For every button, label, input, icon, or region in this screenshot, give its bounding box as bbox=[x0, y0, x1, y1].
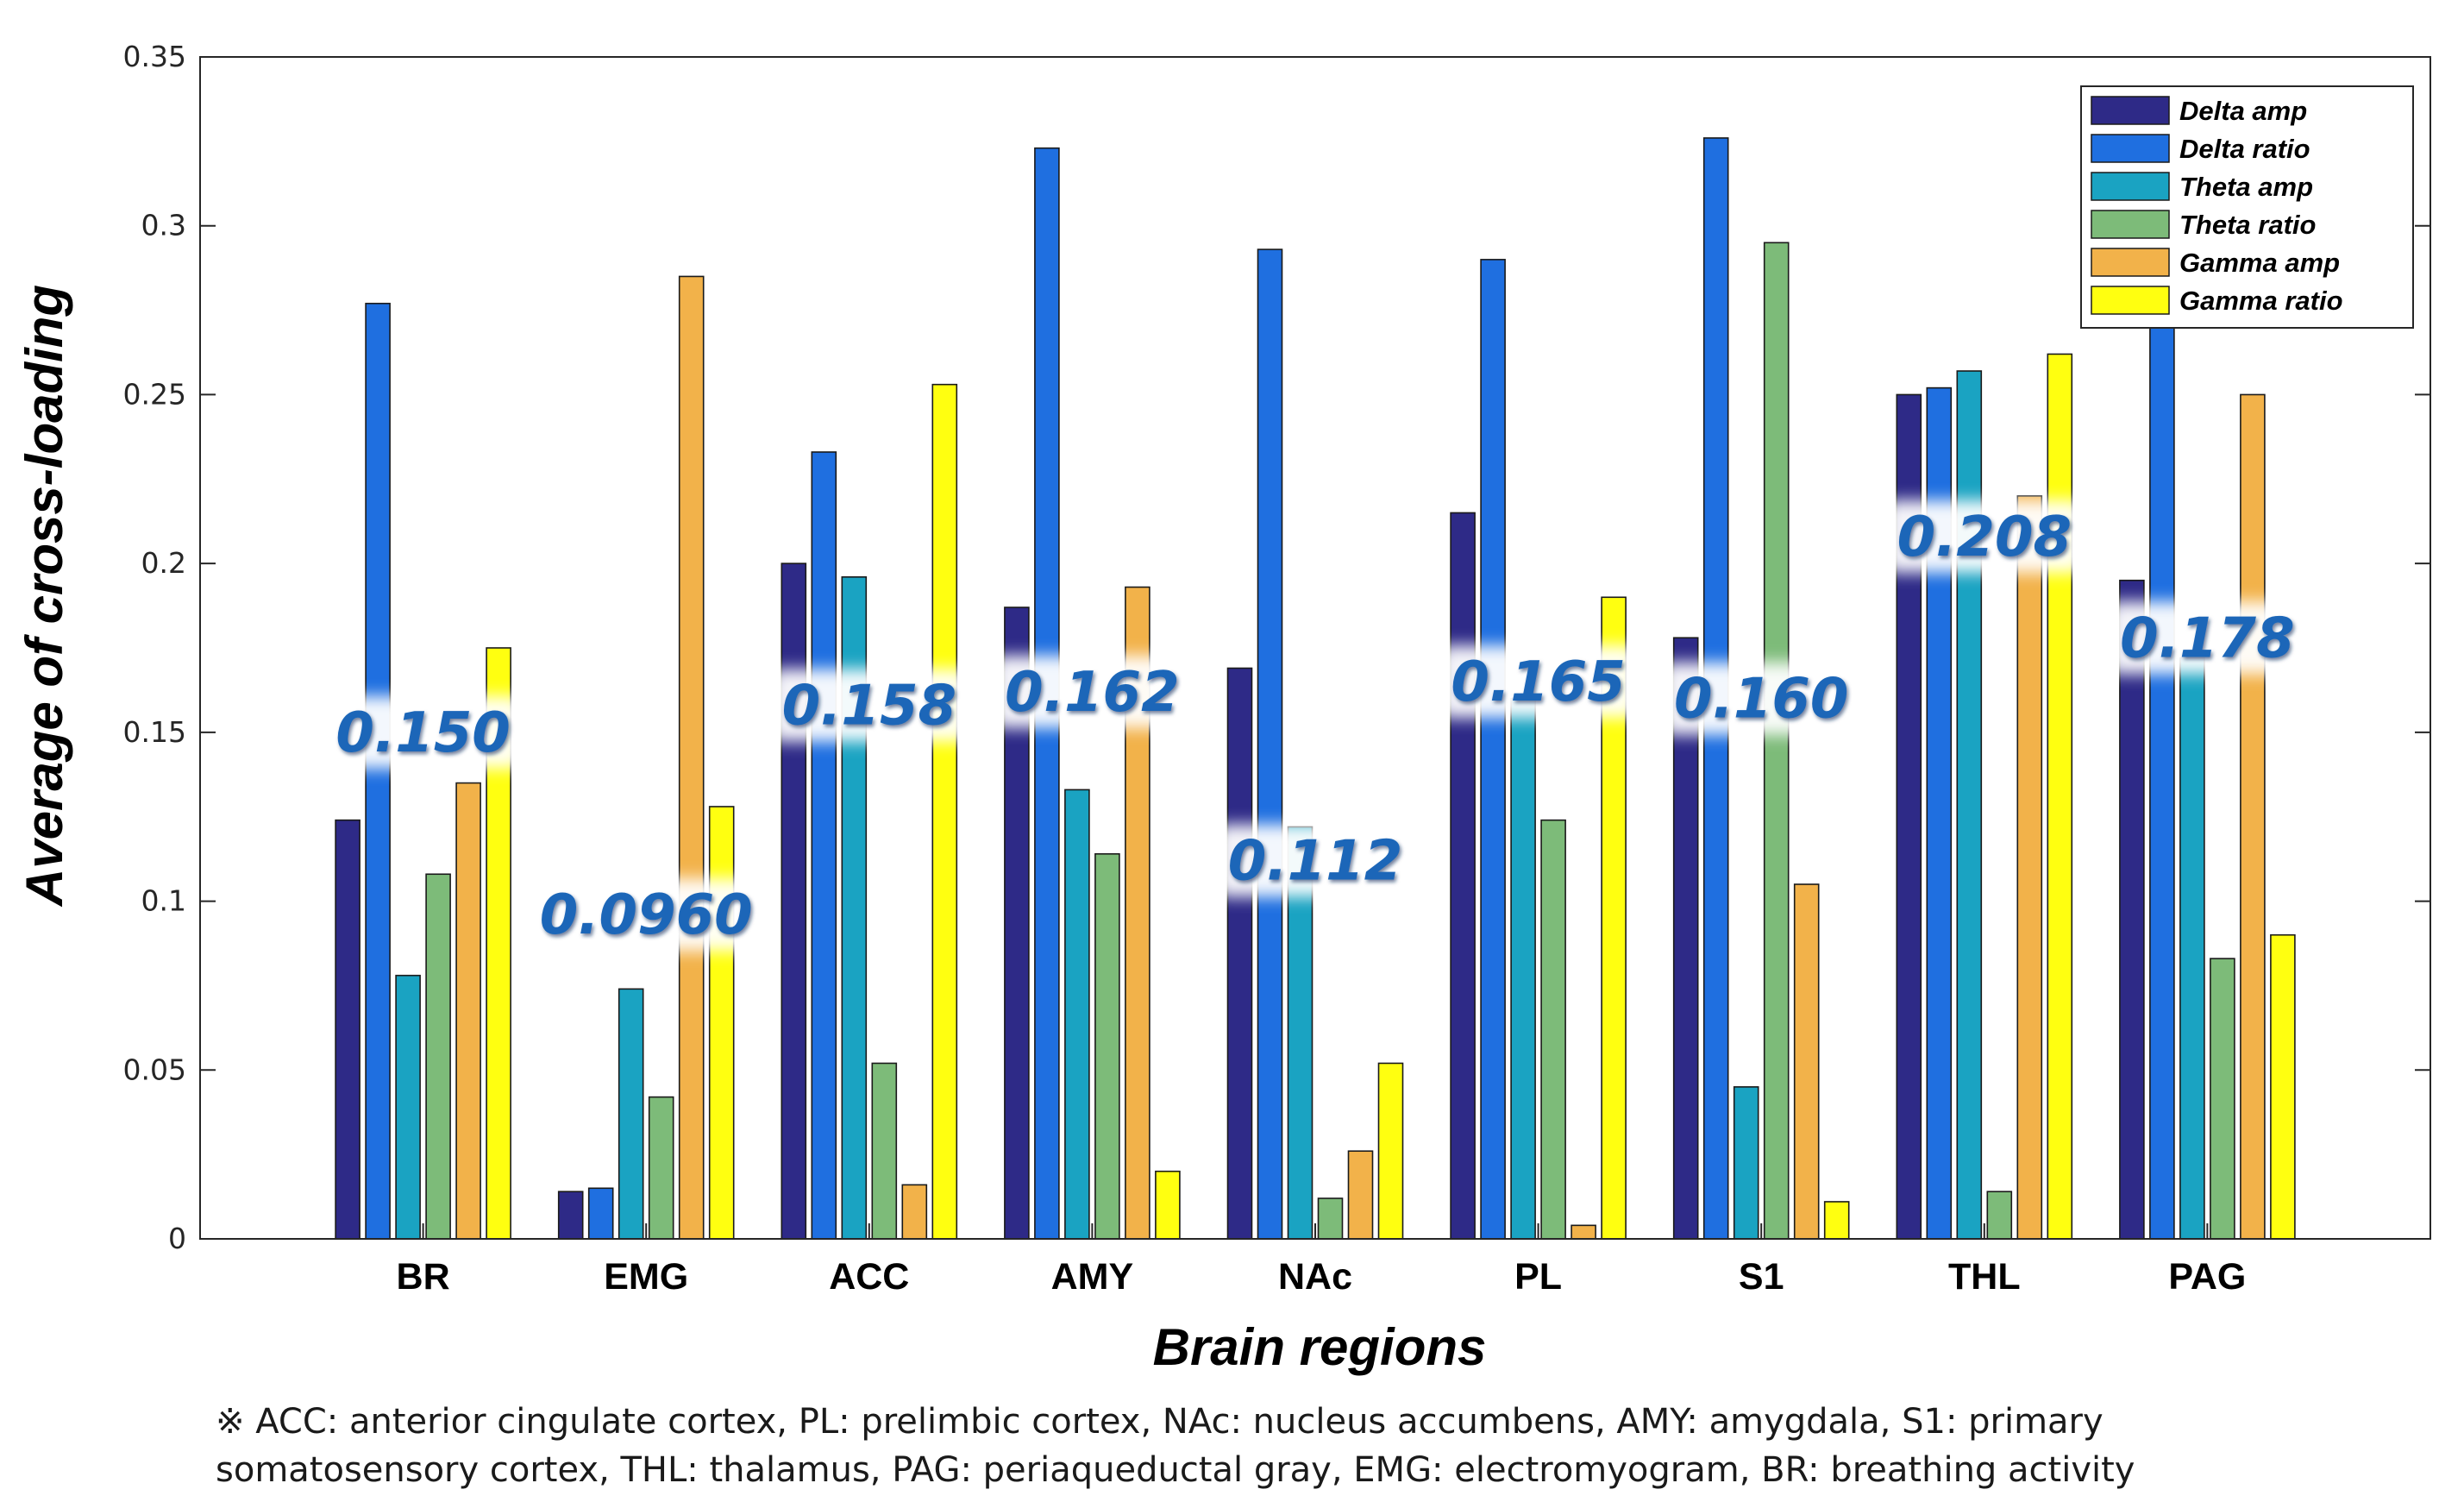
bar-br-delta-amp bbox=[335, 819, 361, 1240]
legend-entry: Theta ratio bbox=[2179, 210, 2316, 240]
bar-s1-theta-ratio bbox=[1763, 242, 1790, 1240]
y-tick-label: 0.25 bbox=[123, 377, 186, 411]
average-label-br: 0.150 bbox=[335, 701, 510, 765]
bar-pl-gamma-amp bbox=[1571, 1224, 1596, 1240]
average-label-pl: 0.165 bbox=[1451, 650, 1625, 714]
bar-acc-delta-ratio bbox=[811, 451, 837, 1240]
average-label-acc: 0.158 bbox=[782, 675, 956, 738]
bar-thl-gamma-ratio bbox=[2047, 353, 2073, 1240]
average-label-nac: 0.112 bbox=[1228, 830, 1402, 894]
bar-emg-delta-amp bbox=[557, 1191, 584, 1240]
x-tick-label: EMG bbox=[604, 1256, 688, 1298]
y-tick-label: 0.05 bbox=[123, 1053, 186, 1086]
legend-entry: Gamma ratio bbox=[2179, 286, 2343, 316]
bar-thl-gamma-amp bbox=[2016, 495, 2043, 1240]
y-tick-label: 0.15 bbox=[123, 715, 186, 749]
x-tick-label: NAc bbox=[1278, 1256, 1352, 1298]
footnote-line-1: ※ ACC: anterior cingulate cortex, PL: pr… bbox=[216, 1402, 2103, 1442]
legend-swatch bbox=[2091, 210, 2170, 239]
y-axis-title: Average of cross-loading bbox=[16, 285, 73, 908]
footnote: ※ ACC: anterior cingulate cortex, PL: pr… bbox=[216, 1398, 2372, 1494]
legend-swatch bbox=[2091, 286, 2170, 315]
x-tick-label: ACC bbox=[829, 1256, 909, 1298]
average-label-backdrop bbox=[1662, 662, 1861, 735]
bar-s1-gamma-ratio bbox=[1823, 1201, 1850, 1240]
bar-nac-theta-ratio bbox=[1317, 1197, 1344, 1240]
bar-nac-gamma-ratio bbox=[1377, 1062, 1404, 1240]
bar-acc-delta-amp bbox=[781, 562, 807, 1240]
x-tick-label: S1 bbox=[1739, 1256, 1784, 1298]
bar-s1-delta-amp bbox=[1672, 637, 1699, 1240]
average-label-amy: 0.162 bbox=[1005, 661, 1179, 725]
x-tick-label: BR bbox=[397, 1256, 450, 1298]
bar-acc-theta-ratio bbox=[871, 1062, 898, 1240]
legend-swatch bbox=[2091, 96, 2170, 125]
legend-swatch bbox=[2091, 172, 2170, 201]
bar-emg-delta-ratio bbox=[587, 1187, 614, 1240]
bar-pag-gamma-ratio bbox=[2270, 933, 2296, 1240]
legend-entry: Delta ratio bbox=[2179, 134, 2310, 164]
bar-br-gamma-amp bbox=[455, 782, 481, 1240]
average-label-backdrop bbox=[2108, 601, 2307, 675]
average-label-backdrop bbox=[530, 878, 762, 952]
bar-nac-delta-ratio bbox=[1257, 248, 1283, 1240]
bar-amy-theta-amp bbox=[1064, 789, 1090, 1240]
y-tick-label: 0.35 bbox=[123, 40, 186, 73]
legend-entry: Delta amp bbox=[2179, 96, 2307, 126]
bar-nac-gamma-amp bbox=[1347, 1150, 1374, 1240]
legend-entry: Gamma amp bbox=[2179, 248, 2340, 278]
bar-emg-gamma-amp bbox=[678, 275, 705, 1240]
bar-br-delta-ratio bbox=[365, 302, 391, 1240]
bar-emg-gamma-ratio bbox=[708, 806, 735, 1240]
average-label-backdrop bbox=[1439, 645, 1638, 719]
average-label-thl: 0.208 bbox=[1897, 506, 2072, 569]
bar-thl-theta-ratio bbox=[1986, 1191, 2013, 1240]
average-label-pag: 0.178 bbox=[2120, 606, 2294, 670]
average-label-backdrop bbox=[1884, 500, 2084, 573]
average-label-emg: 0.0960 bbox=[540, 883, 753, 947]
x-axis-title: Brain regions bbox=[1153, 1318, 1487, 1376]
bar-pag-delta-amp bbox=[2119, 579, 2145, 1240]
average-label-backdrop bbox=[769, 669, 969, 742]
bar-pag-delta-ratio bbox=[2149, 292, 2175, 1240]
x-tick-label: THL bbox=[1948, 1256, 2021, 1298]
y-tick-label: 0 bbox=[168, 1222, 186, 1255]
footnote-line-2: somatosensory cortex, THL: thalamus, PAG… bbox=[216, 1450, 2135, 1490]
bar-emg-theta-ratio bbox=[648, 1096, 674, 1240]
legend: Delta amp Delta ratio Theta amp Theta ratio… bbox=[2080, 85, 2414, 329]
bar-br-theta-ratio bbox=[425, 873, 451, 1240]
average-label-backdrop bbox=[323, 695, 523, 769]
bar-pl-theta-ratio bbox=[1540, 819, 1566, 1240]
bar-s1-gamma-amp bbox=[1793, 883, 1820, 1240]
y-tick-label: 0.1 bbox=[141, 884, 186, 918]
bar-pag-theta-ratio bbox=[2210, 958, 2235, 1240]
legend-swatch bbox=[2091, 134, 2170, 163]
x-tick-label: AMY bbox=[1051, 1256, 1134, 1298]
bar-pl-theta-amp bbox=[1510, 697, 1536, 1240]
bar-acc-gamma-amp bbox=[901, 1184, 928, 1240]
bar-amy-gamma-ratio bbox=[1155, 1170, 1181, 1240]
bar-acc-gamma-ratio bbox=[931, 383, 958, 1240]
bar-pag-theta-amp bbox=[2179, 657, 2205, 1240]
bar-pl-delta-ratio bbox=[1480, 259, 1506, 1240]
x-tick-label: PAG bbox=[2168, 1256, 2246, 1298]
legend-swatch bbox=[2091, 248, 2170, 277]
average-label-backdrop bbox=[993, 655, 1192, 728]
average-label-backdrop bbox=[1216, 824, 1414, 897]
legend-entry: Theta amp bbox=[2179, 172, 2313, 202]
bar-amy-theta-ratio bbox=[1094, 852, 1120, 1240]
bar-nac-delta-amp bbox=[1226, 667, 1253, 1240]
y-tick-label: 0.3 bbox=[141, 209, 186, 242]
y-tick-label: 0.2 bbox=[141, 546, 186, 580]
bar-s1-theta-amp bbox=[1733, 1086, 1759, 1240]
bar-emg-theta-amp bbox=[618, 988, 644, 1240]
bar-br-theta-amp bbox=[395, 974, 421, 1240]
x-tick-label: PL bbox=[1514, 1256, 1562, 1298]
bar-pag-gamma-amp bbox=[2240, 393, 2266, 1240]
bar-pl-delta-amp bbox=[1450, 512, 1476, 1240]
average-label-s1: 0.160 bbox=[1674, 668, 1848, 732]
